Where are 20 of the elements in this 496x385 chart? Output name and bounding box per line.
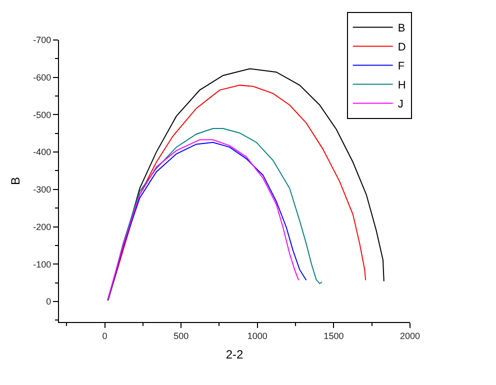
x-tick-label: 0 [102,330,108,341]
y-tick-label: 0 [46,296,52,307]
y-tick-label: -500 [33,110,52,120]
legend-label: H [398,80,406,92]
y-axis-title: B [8,176,22,186]
legend-label: F [398,60,405,73]
y-tick-label: -400 [33,147,52,158]
x-tick-label: 1500 [324,330,344,341]
y-tick-label: -100 [33,259,52,270]
x-axis-title: 2-2 [226,348,244,362]
x-tick-label: 1000 [247,330,268,341]
x-tick-label: 2000 [400,330,420,341]
y-tick-label: -700 [33,35,52,46]
y-tick-label: -200 [33,222,52,232]
legend-label: D [398,42,406,54]
y-tick-label: -600 [33,72,52,82]
legend-label: J [398,98,404,111]
y-tick-label: -300 [33,184,52,195]
legend-label: B [398,22,406,35]
x-tick-label: 500 [174,330,189,341]
